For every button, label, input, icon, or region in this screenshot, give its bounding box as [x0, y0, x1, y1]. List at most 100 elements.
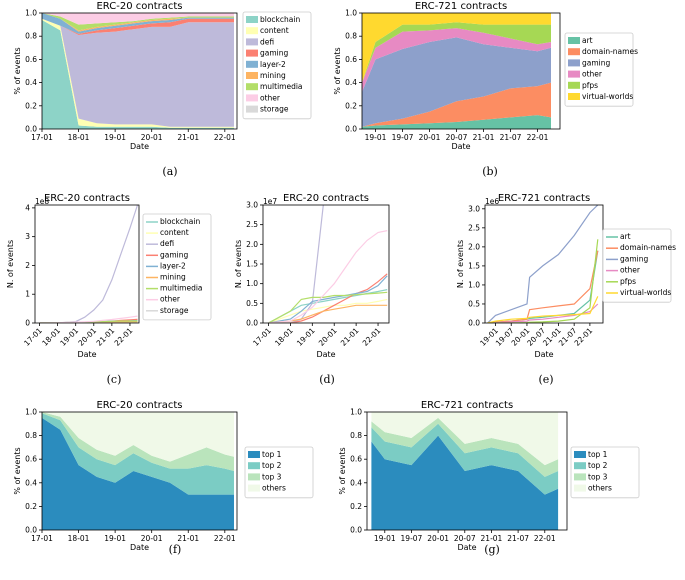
x-tick-label: 22-01 — [534, 534, 556, 543]
chart-a: ERC-20 contracts % of events Date 0.0 0.2 0.4… — [13, 1, 312, 178]
line-multimedia — [268, 291, 388, 323]
x-axis-label: Date — [130, 142, 149, 151]
chart-title: ERC-721 contracts — [421, 400, 513, 411]
y-tick-label: 2 — [25, 261, 30, 270]
area-domain-names — [362, 82, 551, 127]
legend-swatch — [574, 462, 586, 470]
plot-frame — [366, 411, 568, 531]
y-tick-label: 0.0 — [246, 319, 258, 328]
y-tick-label: 2.0 — [246, 240, 258, 249]
area-blockchain — [42, 20, 234, 129]
y-tick-label: 0.5 — [468, 299, 480, 308]
legend-swatch — [248, 484, 260, 492]
legend-label: content — [160, 228, 189, 237]
x-tick-label: 22-01 — [361, 326, 383, 348]
legend-label: gaming — [160, 250, 188, 259]
line-pfps — [487, 239, 599, 323]
legend-label: virtual-worlds — [582, 92, 633, 101]
legend-swatch — [248, 462, 260, 470]
legend-label: top 2 — [588, 461, 608, 470]
y-tick-label: 0.2 — [345, 101, 357, 110]
y-tick-label: 0.4 — [25, 78, 37, 87]
legend-label: domain-names — [582, 47, 638, 56]
legend-label: multimedia — [260, 82, 303, 91]
y-tick-label: 1.0 — [246, 279, 258, 288]
plot-frame — [484, 204, 604, 324]
legend-label: multimedia — [160, 284, 203, 293]
x-tick-label: 17-01 — [31, 133, 53, 142]
legend-label: mining — [260, 71, 286, 80]
area-virtual-worlds — [362, 13, 551, 83]
y-tick-label: 1.0 — [350, 408, 362, 417]
area-top-1 — [42, 417, 234, 530]
x-tick-label: 17-01 — [22, 326, 44, 348]
area-multimedia — [42, 13, 234, 31]
chart-e: ERC-721 contracts N. of events Date 1e6 0.0 0… — [456, 193, 676, 386]
panel-caption: (f) — [169, 543, 182, 556]
y-axis-label: N. of events — [234, 240, 243, 288]
x-tick-label: 19-01 — [374, 534, 396, 543]
legend-label: content — [260, 26, 289, 35]
x-tick-label: 20-01 — [141, 534, 163, 543]
chart-b: ERC-721 contracts % of events Date 0.0 0.2 0.… — [333, 1, 638, 178]
x-tick-label: 20-01 — [76, 326, 98, 348]
x-tick-label: 21-01 — [473, 133, 495, 142]
legend-swatch — [568, 81, 580, 89]
y-tick-label: 1.0 — [25, 9, 37, 18]
y-axis-label: % of events — [13, 47, 22, 94]
y-scale-label: 1e6 — [485, 197, 499, 206]
chart-title: ERC-20 contracts — [283, 193, 369, 204]
legend-swatch — [568, 93, 580, 100]
y-axis-label: % of events — [333, 47, 342, 94]
x-tick-label: 22-01 — [214, 534, 236, 543]
legend-label: other — [160, 295, 181, 304]
panel-caption: (c) — [107, 373, 122, 386]
legend-label: blockchain — [160, 217, 200, 226]
x-axis-label: Date — [534, 350, 553, 359]
plot-area — [371, 412, 559, 530]
x-tick-label: 20-07 — [446, 133, 468, 142]
chart-title: ERC-20 contracts — [96, 400, 182, 411]
legend-label: layer-2 — [160, 261, 186, 270]
x-tick-label: 22-01 — [113, 326, 135, 348]
x-tick-label: 22-01 — [573, 326, 595, 348]
panel-caption: (e) — [538, 373, 553, 386]
legend-swatch — [574, 484, 586, 492]
x-axis-label: Date — [316, 350, 335, 359]
plot-frame — [41, 12, 238, 130]
y-tick-label: 0.4 — [350, 478, 362, 487]
area-top-2 — [371, 423, 559, 495]
legend-swatch — [246, 105, 258, 113]
legend-swatch — [246, 27, 258, 35]
legend-swatch — [246, 38, 258, 46]
line-other — [268, 230, 388, 323]
line-virtual-worlds — [487, 296, 599, 323]
x-tick-label: 21-01 — [95, 326, 117, 348]
x-tick-label: 22-01 — [214, 133, 236, 142]
y-axis-label: N. of events — [456, 240, 465, 288]
area-gaming — [362, 37, 551, 127]
y-tick-label: 0.8 — [345, 32, 357, 41]
plot-area — [487, 205, 599, 323]
area-layer-2 — [42, 13, 234, 34]
legend-label: top 3 — [588, 472, 608, 481]
y-tick-label: 1.0 — [345, 9, 357, 18]
legend-label: blockchain — [260, 15, 300, 24]
y-tick-label: 0.4 — [25, 478, 37, 487]
plot-area — [42, 13, 234, 129]
legend-swatch — [246, 83, 258, 91]
legend-label: other — [260, 93, 281, 102]
y-axis-label: N. of events — [6, 240, 15, 288]
plot-area — [362, 13, 551, 129]
x-tick-label: 17-01 — [31, 534, 53, 543]
legend-swatch — [246, 16, 258, 23]
plot-area — [42, 412, 234, 530]
x-tick-label: 19-07 — [401, 534, 423, 543]
legend-swatch — [246, 49, 258, 57]
y-tick-label: 0.8 — [25, 431, 37, 440]
x-tick-label: 20-01 — [317, 326, 339, 348]
y-tick-label: 1.5 — [246, 260, 258, 269]
y-scale-label: 1e7 — [263, 197, 277, 206]
x-tick-label: 20-01 — [141, 133, 163, 142]
legend-label: pfps — [582, 81, 598, 90]
